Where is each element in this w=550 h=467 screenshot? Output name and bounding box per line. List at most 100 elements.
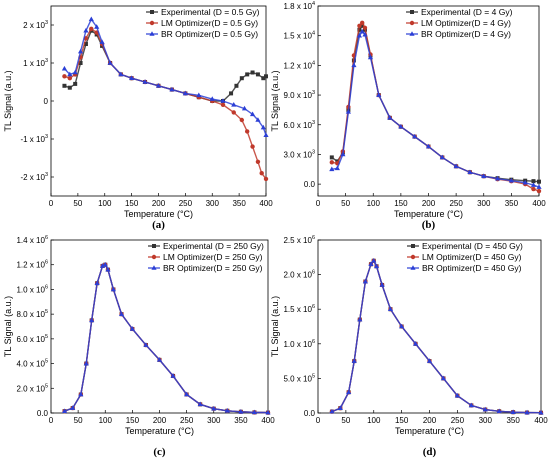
chart-panel-4: 0 50 100 150 200 250 300 350 400 0.0 5.0 x 105 1.0 … [270,235,548,458]
x-tick-label: 50 [341,416,350,425]
data-point [244,129,250,134]
data-point [334,165,340,171]
legend-marker [150,10,154,14]
data-point [265,409,271,415]
data-point [211,405,217,411]
legend-marker [151,265,157,270]
legend-marker [409,31,415,36]
y-tick-label: 1.8 x 104 [283,1,315,11]
y-tick-label: 6.0 x 103 [283,120,315,130]
series-circle [329,20,542,194]
data-point [102,261,108,267]
data-point [107,60,113,65]
data-point [522,179,528,185]
x-tick-label: 400 [532,199,546,208]
x-tick-label: 250 [449,199,463,208]
legend-label: LM Optimizer(D = 450 Gy) [422,252,522,262]
data-point [531,186,536,192]
data-point [83,360,89,366]
data-point [129,326,135,331]
legend-marker [411,244,415,248]
data-point [182,90,188,96]
legend-marker [410,10,414,14]
data-point [155,83,162,88]
y-tick-label: 1.0 x 106 [16,284,48,294]
data-point [357,316,363,322]
data-point [530,182,537,187]
data-point [99,39,105,44]
data-point [73,81,78,86]
data-point [118,71,124,77]
series-triangle [329,257,544,415]
data-point [62,74,67,79]
legend-marker [410,265,416,270]
legend-label: BR Optimizer(D = 250 Gy) [163,263,263,273]
data-point [412,341,419,346]
x-tick-label: 0 [316,416,321,425]
data-point [337,405,343,410]
data-point [261,76,266,81]
x-tick-label: 300 [479,416,493,425]
legend-label: BR Optimizer(D = 4 Gy) [421,29,511,39]
data-point [412,133,418,139]
data-point [142,79,148,84]
x-tick-label: 150 [125,199,139,208]
data-point [156,357,163,362]
data-point [99,263,106,268]
series-circle [62,262,271,415]
data-point [467,169,473,175]
data-point [220,102,226,108]
data-point [197,401,203,407]
series-square [329,23,541,184]
legend-marker [152,244,156,248]
data-point [229,91,234,96]
x-tick-label: 250 [451,416,465,425]
data-point [368,261,374,267]
data-point [78,391,84,397]
y-tick-label: 0 [44,97,49,106]
x-tick-label: 200 [423,416,437,425]
data-point [169,86,175,92]
data-point [245,72,250,77]
y-tick-label: 0.0 [37,409,49,418]
data-point [67,76,73,81]
data-point [89,26,94,31]
data-point [170,373,176,378]
data-point [260,124,266,130]
y-tick-label: 4.0 x 105 [16,359,48,369]
data-point [72,69,78,75]
data-point [510,409,516,414]
data-point [362,278,368,284]
data-point [379,282,385,287]
series-square [329,258,543,415]
x-tick-label: 100 [99,416,113,425]
legend-marker [151,254,157,260]
x-tick-label: 0 [49,199,54,208]
x-tick-label: 50 [74,416,83,425]
data-point [376,92,382,97]
x-tick-label: 300 [207,416,221,425]
series-line [331,259,542,414]
data-point [356,32,363,38]
data-point [482,406,488,412]
data-point [439,154,445,160]
x-tick-label: 50 [73,199,82,208]
data-point [251,409,258,415]
x-tick-label: 150 [395,416,409,425]
x-tick-label: 350 [232,199,246,208]
x-tick-label: 100 [367,416,381,425]
x-tick-label: 100 [98,199,112,208]
data-point [263,132,269,137]
data-point [481,173,487,179]
data-point [250,70,255,75]
data-point [143,342,149,347]
data-point [454,392,460,398]
series-line [64,263,269,414]
x-tick-label: 350 [234,416,248,425]
legend-label: BR Optimizer(D = 450 Gy) [422,263,522,273]
panel-label: (a) [152,219,165,231]
y-axis-label: TL Signal (a.u.) [3,70,13,131]
y-tick-label: 1 x 103 [23,58,48,68]
series-square [62,28,268,103]
x-tick-label: 400 [259,199,273,208]
